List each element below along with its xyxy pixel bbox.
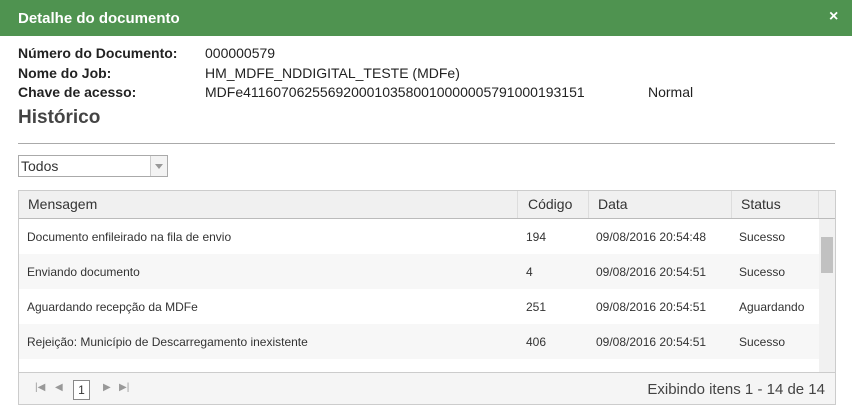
pager-info: Exibindo itens 1 - 14 de 14 (647, 381, 825, 398)
grid-row[interactable]: Documento enfileirado na fila de envio 19… (19, 219, 819, 254)
field-label: Número do Documento: (18, 45, 178, 61)
column-header[interactable]: Data (598, 196, 628, 212)
page-number[interactable]: 1 (73, 380, 90, 400)
select-value: Todos (21, 158, 59, 174)
grid-cell: Sucesso (739, 335, 786, 349)
grid-cell: 09/08/2016 20:54:48 (596, 230, 707, 244)
next-page[interactable]: ▶ (103, 382, 111, 393)
first-page[interactable]: |◀ (35, 382, 46, 393)
grid-cell: Enviando documento (27, 265, 140, 279)
last-page[interactable]: ▶| (119, 382, 130, 393)
field-extra: Normal (648, 84, 694, 100)
grid-cell: 4 (526, 265, 533, 279)
grid-row[interactable]: Enviando documento 4 09/08/2016 20:54:51 Su… (19, 254, 819, 289)
column-header[interactable]: Código (528, 196, 573, 212)
grid: Mensagem Código Data Status Documento en… (18, 190, 836, 405)
grid-cell: Aguardando recepção da MDFe (27, 300, 198, 314)
select-arrow[interactable] (150, 156, 167, 176)
column-divider (818, 191, 819, 218)
column-divider (517, 191, 518, 218)
grid-body: Documento enfileirado na fila de envio 19… (19, 219, 819, 372)
field-value: 000000579 (205, 45, 276, 61)
grid-cell: Sucesso (739, 230, 786, 244)
grid-header: Mensagem Código Data Status (19, 191, 835, 219)
prev-page[interactable]: ◀ (55, 382, 63, 393)
grid-cell: 09/08/2016 20:54:51 (596, 335, 707, 349)
scroll-thumb[interactable] (821, 237, 833, 273)
grid-cell: 194 (526, 230, 547, 244)
grid-cell: Rejeição: Município de Descarregamento i… (27, 335, 308, 349)
grid-cell: 406 (526, 335, 547, 349)
close-button[interactable]: × (829, 8, 839, 25)
divider (18, 143, 835, 144)
grid-cell: 09/08/2016 20:54:51 (596, 300, 707, 314)
filter-select[interactable]: Todos (18, 155, 168, 177)
column-header[interactable]: Status (741, 196, 781, 212)
grid-cell: Documento enfileirado na fila de envio (27, 230, 232, 244)
grid-cell: Sucesso (739, 265, 786, 279)
dialog-header: Detalhe do documento × (0, 0, 852, 36)
field-label: Chave de acesso: (18, 84, 137, 100)
column-divider (588, 191, 589, 218)
column-divider (731, 191, 732, 218)
column-header[interactable]: Mensagem (28, 196, 98, 212)
grid-row[interactable]: Aguardando recepção da MDFe 251 09/08/2016… (19, 289, 819, 324)
grid-cell: 251 (526, 300, 547, 314)
grid-row[interactable] (19, 359, 819, 372)
grid-cell: Aguardando (739, 300, 805, 314)
grid-cell: 09/08/2016 20:54:51 (596, 265, 707, 279)
dialog-title: Detalhe do documento (18, 10, 180, 27)
pager: |◀ ◀ 1 ▶ ▶| Exibindo itens 1 - 14 de 14 (19, 372, 835, 404)
field-value: HM_MDFE_NDDIGITAL_TESTE (MDFe) (205, 65, 460, 81)
section-title: Histórico (18, 107, 101, 128)
field-label: Nome do Job: (18, 65, 112, 81)
grid-row[interactable]: Rejeição: Município de Descarregamento i… (19, 324, 819, 359)
field-value: MDFe411607062556920001035800100000057910… (205, 84, 585, 100)
